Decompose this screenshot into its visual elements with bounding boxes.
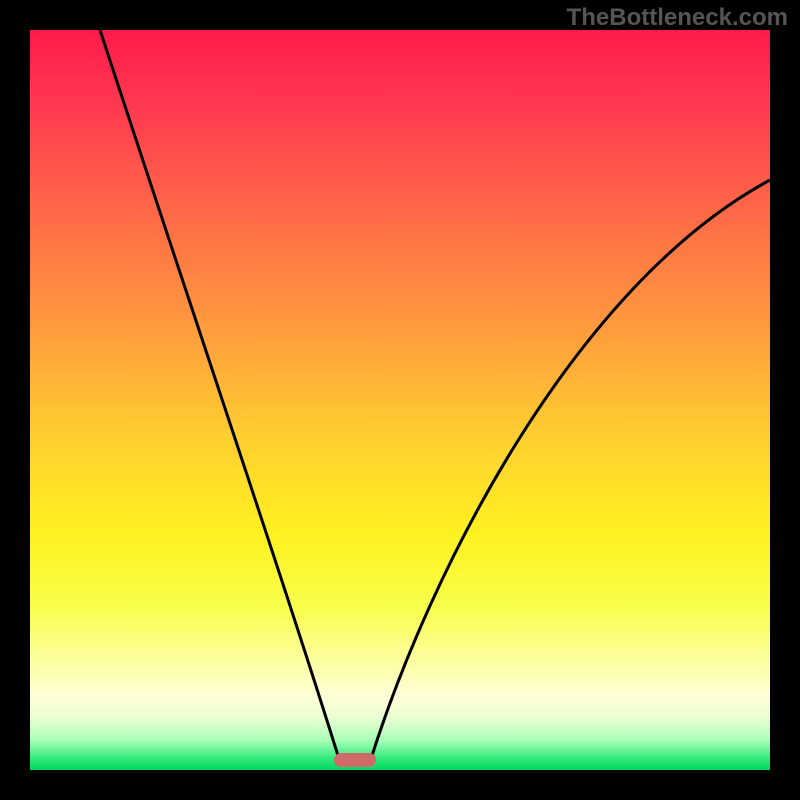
plot-area: [30, 30, 770, 770]
min-marker: [334, 753, 376, 767]
chart-frame: TheBottleneck.com: [0, 0, 800, 800]
watermark-text: TheBottleneck.com: [567, 4, 788, 32]
gradient-background: [30, 30, 770, 770]
plot-svg: [30, 30, 770, 770]
